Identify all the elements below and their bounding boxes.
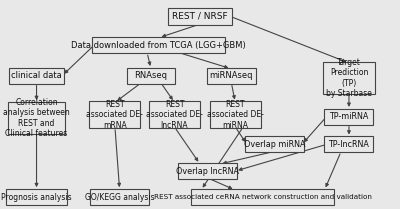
FancyBboxPatch shape	[90, 101, 140, 128]
FancyBboxPatch shape	[9, 68, 64, 84]
Text: RNAseq: RNAseq	[134, 71, 168, 80]
FancyBboxPatch shape	[191, 189, 334, 205]
Text: REST / NRSF: REST / NRSF	[172, 12, 228, 21]
FancyBboxPatch shape	[322, 62, 376, 94]
Text: Overlap lncRNA: Overlap lncRNA	[176, 167, 239, 176]
FancyBboxPatch shape	[90, 189, 149, 205]
Text: Prognosis analysis: Prognosis analysis	[1, 192, 72, 201]
FancyBboxPatch shape	[210, 101, 261, 128]
Text: TP-lncRNA: TP-lncRNA	[328, 140, 369, 149]
FancyBboxPatch shape	[324, 109, 374, 125]
FancyBboxPatch shape	[178, 163, 237, 179]
Text: miRNAseq: miRNAseq	[210, 71, 253, 80]
FancyBboxPatch shape	[207, 68, 256, 84]
FancyBboxPatch shape	[168, 8, 232, 25]
FancyBboxPatch shape	[8, 102, 65, 134]
FancyBboxPatch shape	[324, 136, 374, 152]
Text: Correlation
analysis between
REST and
Clinical features: Correlation analysis between REST and Cl…	[3, 98, 70, 138]
Text: clinical data: clinical data	[11, 71, 62, 80]
Text: Data downloaded from TCGA (LGG+GBM): Data downloaded from TCGA (LGG+GBM)	[72, 41, 246, 50]
Text: Overlap miRNA: Overlap miRNA	[244, 140, 305, 149]
FancyBboxPatch shape	[149, 101, 200, 128]
FancyBboxPatch shape	[128, 68, 174, 84]
Text: REST
associated DE-
miRNA: REST associated DE- miRNA	[207, 100, 264, 130]
Text: REST associated ceRNA network construction and validation: REST associated ceRNA network constructi…	[154, 194, 372, 200]
Text: Target
Prediction
(TP)
by Starbase: Target Prediction (TP) by Starbase	[326, 58, 372, 98]
FancyBboxPatch shape	[245, 136, 304, 152]
FancyBboxPatch shape	[6, 189, 67, 205]
FancyBboxPatch shape	[92, 37, 226, 54]
Text: REST
associated DE-
lncRNA: REST associated DE- lncRNA	[146, 100, 203, 130]
Text: GO/KEGG analysis: GO/KEGG analysis	[85, 192, 154, 201]
Text: REST
associated DE-
mRNA: REST associated DE- mRNA	[86, 100, 143, 130]
Text: TP-miRNA: TP-miRNA	[329, 112, 369, 121]
